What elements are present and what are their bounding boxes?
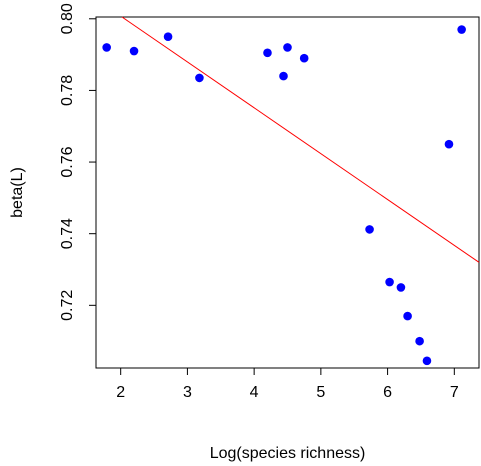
regression-line (121, 16, 480, 263)
y-axis-title: beta(L) (9, 167, 26, 218)
data-point (457, 25, 466, 34)
data-point (263, 48, 272, 58)
data-point (444, 139, 454, 149)
data-point (299, 53, 309, 63)
y-tick-label: 0.76 (59, 146, 76, 177)
y-tick-label: 0.80 (59, 3, 76, 34)
data-point (422, 356, 432, 366)
x-tick-label: 7 (450, 384, 459, 401)
data-point (365, 225, 374, 234)
y-tick-label: 0.74 (59, 218, 76, 249)
data-point (396, 283, 406, 292)
data-point (415, 336, 424, 346)
y-axis: 0.72 0.74 0.76 0.78 0.80 (59, 3, 96, 321)
data-points (102, 25, 466, 366)
x-tick-label: 5 (316, 384, 325, 401)
data-point (163, 32, 173, 41)
data-point (385, 277, 394, 287)
data-point (102, 43, 111, 52)
data-point (195, 73, 204, 83)
x-tick-label: 6 (383, 384, 392, 401)
regression-line-layer (121, 16, 480, 263)
y-tick-label: 0.72 (59, 290, 76, 321)
x-tick-label: 4 (250, 384, 259, 401)
x-tick-label: 2 (116, 384, 125, 401)
data-point (129, 46, 139, 56)
x-tick-label: 3 (183, 384, 192, 401)
data-point (283, 43, 292, 52)
plot-frame (95, 16, 480, 369)
data-point (279, 71, 288, 81)
data-point (403, 311, 412, 321)
x-axis: 2 3 4 5 6 7 (116, 368, 459, 401)
y-tick-label: 0.78 (59, 75, 76, 106)
x-axis-title: Log(species richness) (210, 445, 366, 462)
